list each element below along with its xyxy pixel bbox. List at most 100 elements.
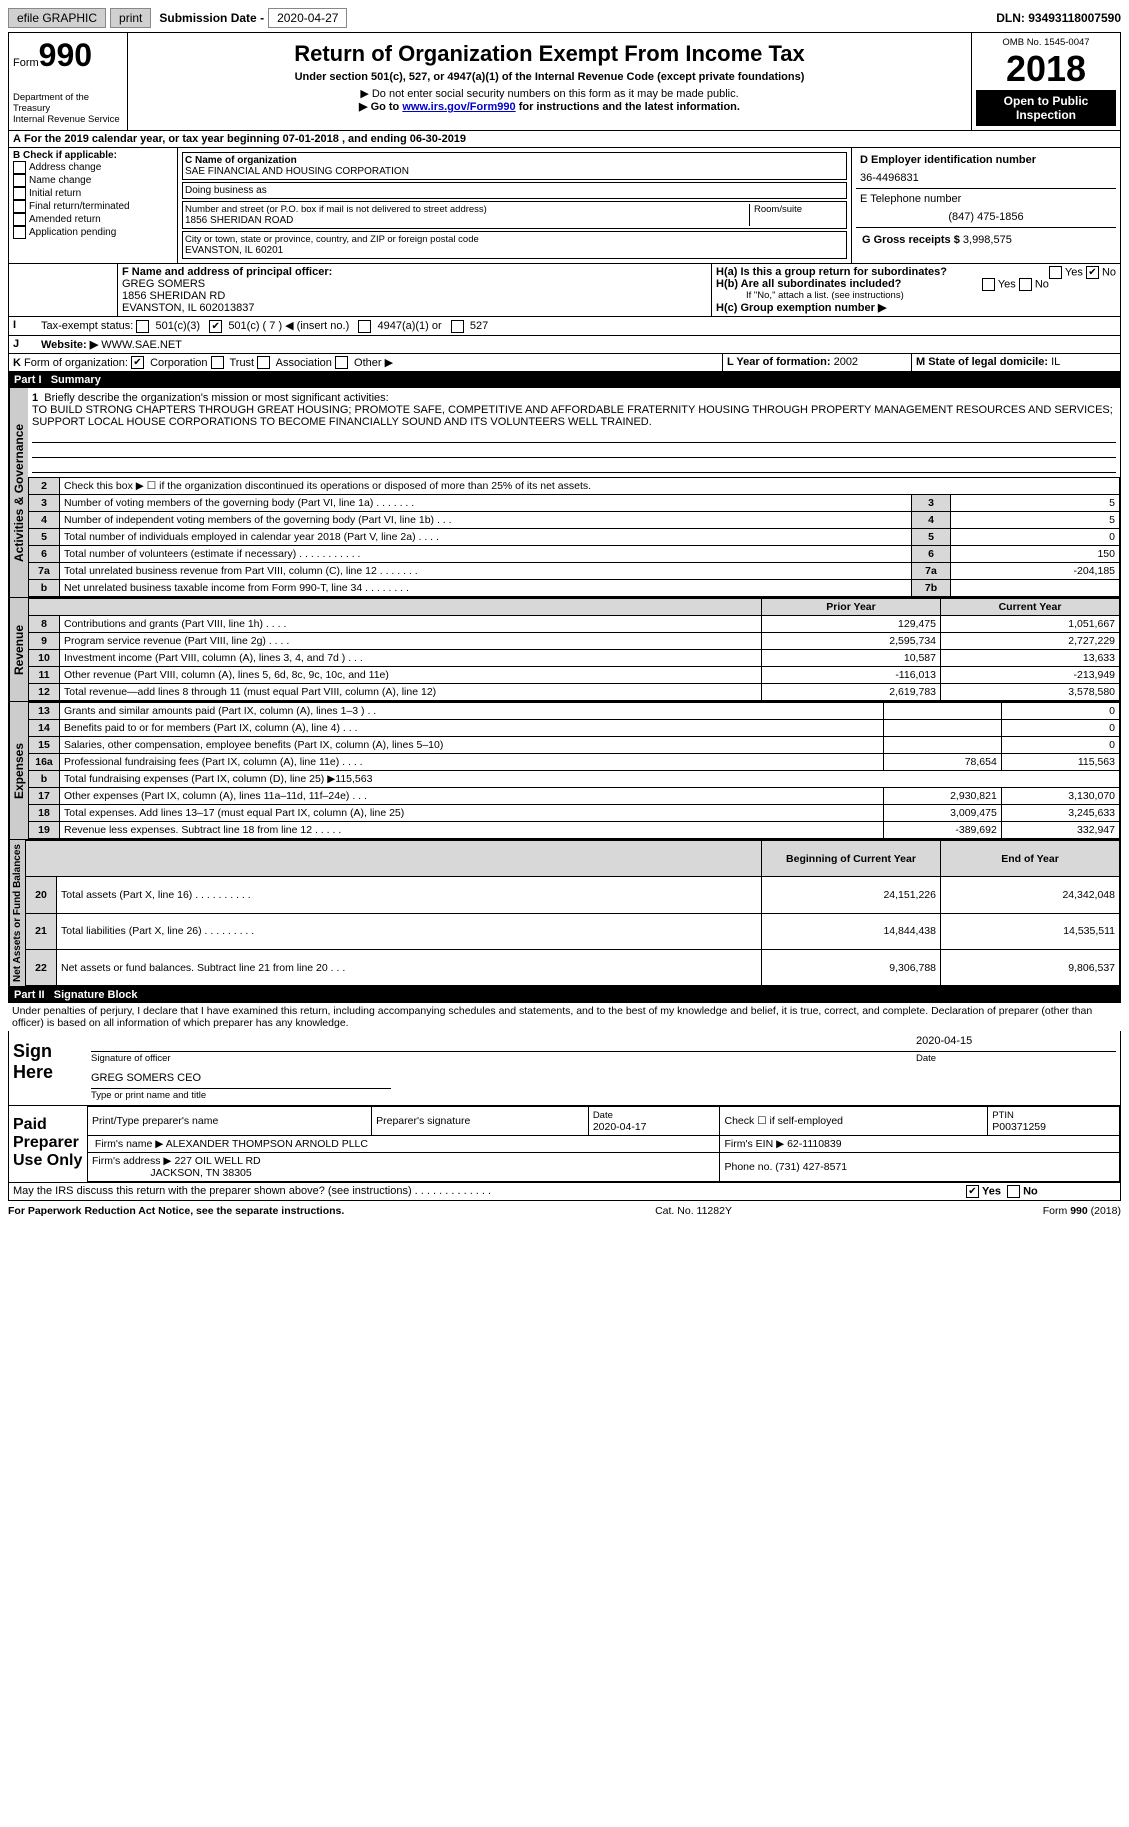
mission-text: TO BUILD STRONG CHAPTERS THROUGH GREAT H… [32,404,1113,428]
note2-post: for instructions and the latest informat… [516,101,740,113]
ag-table: 2Check this box ▶ ☐ if the organization … [28,477,1120,597]
paid-preparer: Paid Preparer Use Only Print/Type prepar… [8,1106,1121,1183]
subdate-label: Submission Date - [159,11,264,25]
officer-sign-name: GREG SOMERS CEO [91,1072,391,1089]
form-link[interactable]: www.irs.gov/Form990 [402,101,515,113]
ha-no[interactable]: ✔ [1086,266,1099,279]
l-lbl: L Year of formation: [727,356,831,368]
k-other[interactable] [335,356,348,369]
hc-lbl: H(c) Group exemption number ▶ [716,302,886,314]
omb-number: OMB No. 1545-0047 [976,37,1116,48]
section-bcde: B Check if applicable: Address changeNam… [8,148,1121,264]
firm-addr2: JACKSON, TN 38305 [150,1167,251,1179]
year-formation: 2002 [834,356,858,368]
paid-label: Paid Preparer Use Only [9,1106,87,1182]
i-lbl: Tax-exempt status: [41,320,133,332]
exp-vlabel: Expenses [9,702,28,839]
ein-lbl: D Employer identification number [860,154,1036,166]
footer-mid: Cat. No. 11282Y [655,1205,732,1217]
top-bar: efile GRAPHIC print Submission Date - 20… [8,8,1121,28]
rev-table: Prior YearCurrent Year8Contributions and… [28,598,1120,701]
part1-label: Part I [14,374,42,386]
penalty-text: Under penalties of perjury, I declare th… [8,1003,1121,1031]
i-527[interactable] [451,320,464,333]
discuss-no[interactable] [1007,1185,1020,1198]
note2-pre: ▶ Go to [359,101,402,113]
j-lbl: Website: ▶ [41,339,98,351]
rev-vlabel: Revenue [9,598,28,701]
org-name: SAE FINANCIAL AND HOUSING CORPORATION [185,166,409,177]
officer-name: GREG SOMERS [122,278,205,290]
f-lbl: F Name and address of principal officer: [122,266,332,278]
subdate-value: 2020-04-27 [268,8,347,28]
gross-lbl: G Gross receipts $ [862,234,960,246]
sign-date: 2020-04-15 [916,1035,1116,1052]
k-lbl: Form of organization: [24,357,128,369]
form-header: Form990 Department of the Treasury Inter… [8,32,1121,131]
i-501c[interactable]: ✔ [209,320,222,333]
city-lbl: City or town, state or province, country… [185,234,479,245]
c-name-lbl: C Name of organization [185,155,297,166]
street: 1856 SHERIDAN ROAD [185,215,293,226]
firm-ein: 62-1110839 [787,1138,842,1150]
hb-no[interactable] [1019,278,1032,291]
form-title: Return of Organization Exempt From Incom… [132,41,967,67]
ha-yes[interactable] [1049,266,1062,279]
b-item: Application pending [13,226,173,239]
sign-here: Sign Here Signature of officer2020-04-15… [8,1031,1121,1106]
k-assoc[interactable] [257,356,270,369]
exp-table: 13Grants and similar amounts paid (Part … [28,702,1120,839]
footer-right: Form 990 (2018) [1043,1205,1121,1217]
self-emp: Check ☐ if self-employed [720,1107,988,1136]
discuss-text: May the IRS discuss this return with the… [13,1185,491,1197]
page-footer: For Paperwork Reduction Act Notice, see … [8,1205,1121,1217]
sig-lbl: Signature of officer [91,1053,171,1064]
expenses-section: Expenses 13Grants and similar amounts pa… [8,702,1121,840]
phone: (847) 475-1856 [860,211,1112,223]
k-trust[interactable] [211,356,224,369]
mission-lbl: Briefly describe the organization's miss… [44,392,388,404]
date-lbl: Date [916,1053,936,1064]
part2-label: Part II [14,989,45,1001]
efile-button[interactable]: efile GRAPHIC [8,8,106,28]
form-number: 990 [39,37,92,73]
name-title-lbl: Type or print name and title [91,1090,206,1101]
dln: DLN: 93493118007590 [996,11,1121,25]
form-subtitle: Under section 501(c), 527, or 4947(a)(1)… [132,71,967,83]
ag-vlabel: Activities & Governance [9,388,28,597]
firm-ph-lbl: Phone no. [724,1161,772,1173]
officer-addr2: EVANSTON, IL 602013837 [122,302,255,314]
footer-left: For Paperwork Reduction Act Notice, see … [8,1205,344,1217]
part1-title: Summary [51,374,101,386]
gross-receipts: 3,998,575 [963,234,1012,246]
ein: 36-4496831 [860,172,1112,184]
b-item: Name change [13,174,173,187]
k-corp[interactable]: ✔ [131,356,144,369]
discuss-yes[interactable]: ✔ [966,1185,979,1198]
room-lbl: Room/suite [754,204,802,215]
ha-lbl: H(a) Is this a group return for subordin… [716,266,947,278]
street-lbl: Number and street (or P.O. box if mail i… [185,204,487,215]
firm-addr-lbl: Firm's address ▶ [92,1155,172,1167]
open-inspection: Open to Public Inspection [976,90,1116,126]
ptin: P00371259 [992,1121,1046,1133]
officer-addr1: 1856 SHERIDAN RD [122,290,225,302]
b-item: Initial return [13,187,173,200]
prep-sig-lbl: Preparer's signature [372,1107,589,1136]
firm-addr1: 227 OIL WELL RD [174,1155,260,1167]
city: EVANSTON, IL 60201 [185,245,283,256]
prep-date: 2020-04-17 [593,1121,647,1133]
dept-label: Department of the Treasury Internal Reve… [13,92,123,125]
prep-name-lbl: Print/Type preparer's name [88,1107,372,1136]
i-501c3[interactable] [136,320,149,333]
i-4947[interactable] [358,320,371,333]
form-word: Form [13,57,39,69]
hb-lbl: H(b) Are all subordinates included? [716,278,901,290]
na-table: Beginning of Current YearEnd of Year20To… [25,840,1120,986]
print-button[interactable]: print [110,8,151,28]
hb-yes[interactable] [982,278,995,291]
activities-governance: Activities & Governance 1 Briefly descri… [8,388,1121,598]
b-title: B Check if applicable: [13,150,173,161]
netassets-section: Net Assets or Fund Balances Beginning of… [8,840,1121,987]
firm-lbl: Firm's name ▶ [95,1138,163,1150]
